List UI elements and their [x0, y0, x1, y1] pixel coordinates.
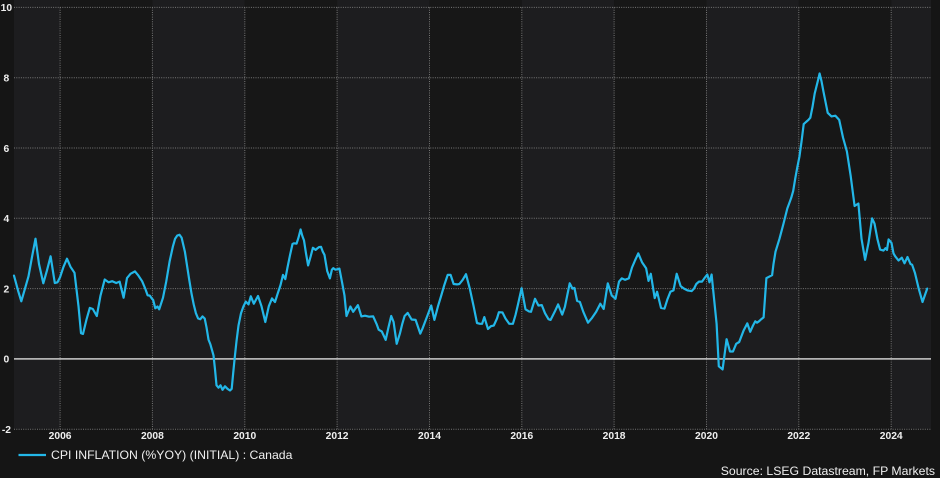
svg-text:6: 6	[4, 144, 10, 155]
svg-text:4: 4	[4, 214, 10, 225]
svg-text:-2: -2	[2, 425, 11, 436]
svg-text:2012: 2012	[326, 431, 349, 442]
svg-text:2: 2	[4, 284, 10, 295]
svg-text:8: 8	[4, 73, 10, 84]
svg-text:2006: 2006	[49, 431, 72, 442]
svg-text:2018: 2018	[603, 431, 626, 442]
svg-text:10: 10	[1, 3, 13, 14]
svg-text:0: 0	[4, 355, 10, 366]
svg-text:Source: LSEG Datastream, FP Ma: Source: LSEG Datastream, FP Markets	[721, 464, 935, 478]
svg-text:2020: 2020	[695, 431, 718, 442]
svg-text:2016: 2016	[510, 431, 533, 442]
svg-text:CPI INFLATION (%YOY) (INITIAL): CPI INFLATION (%YOY) (INITIAL) : Canada	[51, 448, 293, 462]
svg-text:2008: 2008	[141, 431, 164, 442]
svg-text:2014: 2014	[418, 431, 441, 442]
svg-text:2024: 2024	[880, 431, 903, 442]
svg-text:2010: 2010	[233, 431, 256, 442]
svg-text:2022: 2022	[787, 431, 810, 442]
